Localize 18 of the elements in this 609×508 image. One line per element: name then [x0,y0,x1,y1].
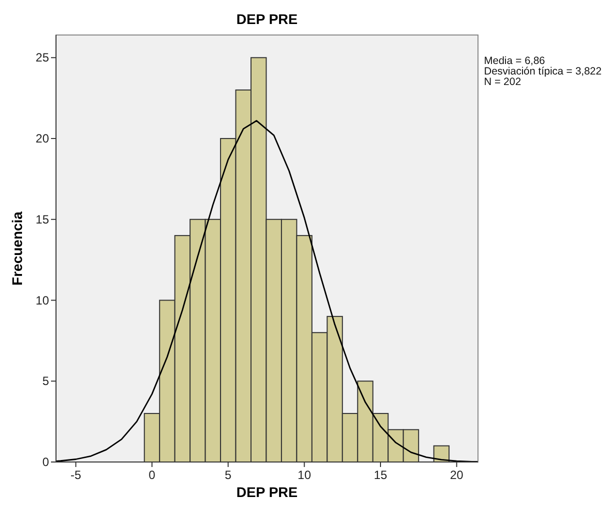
text: N = 202 [484,76,522,88]
x-tick-label: 5 [224,468,232,482]
y-axis-title: Frecuencia [9,211,25,286]
text: Media = 6,86 [484,55,546,67]
x-tick-label: -5 [70,468,82,482]
x-axis-title: DEP PRE [236,484,298,500]
text: Desviación típica = 3,822 [484,66,602,78]
y-tick-label: 25 [36,50,50,65]
x-tick-label: 10 [298,468,312,482]
x-tick-label: 20 [450,468,464,482]
x-tick-label: 15 [374,468,388,482]
y-tick-label: 15 [36,212,50,226]
chart-title: DEP PRE [236,11,298,27]
y-tick-label: 10 [36,293,50,308]
y-tick-label: 5 [42,374,50,388]
y-tick-label: 20 [36,132,50,146]
y-tick-label: 0 [42,455,50,469]
x-tick-label: 0 [148,468,156,482]
